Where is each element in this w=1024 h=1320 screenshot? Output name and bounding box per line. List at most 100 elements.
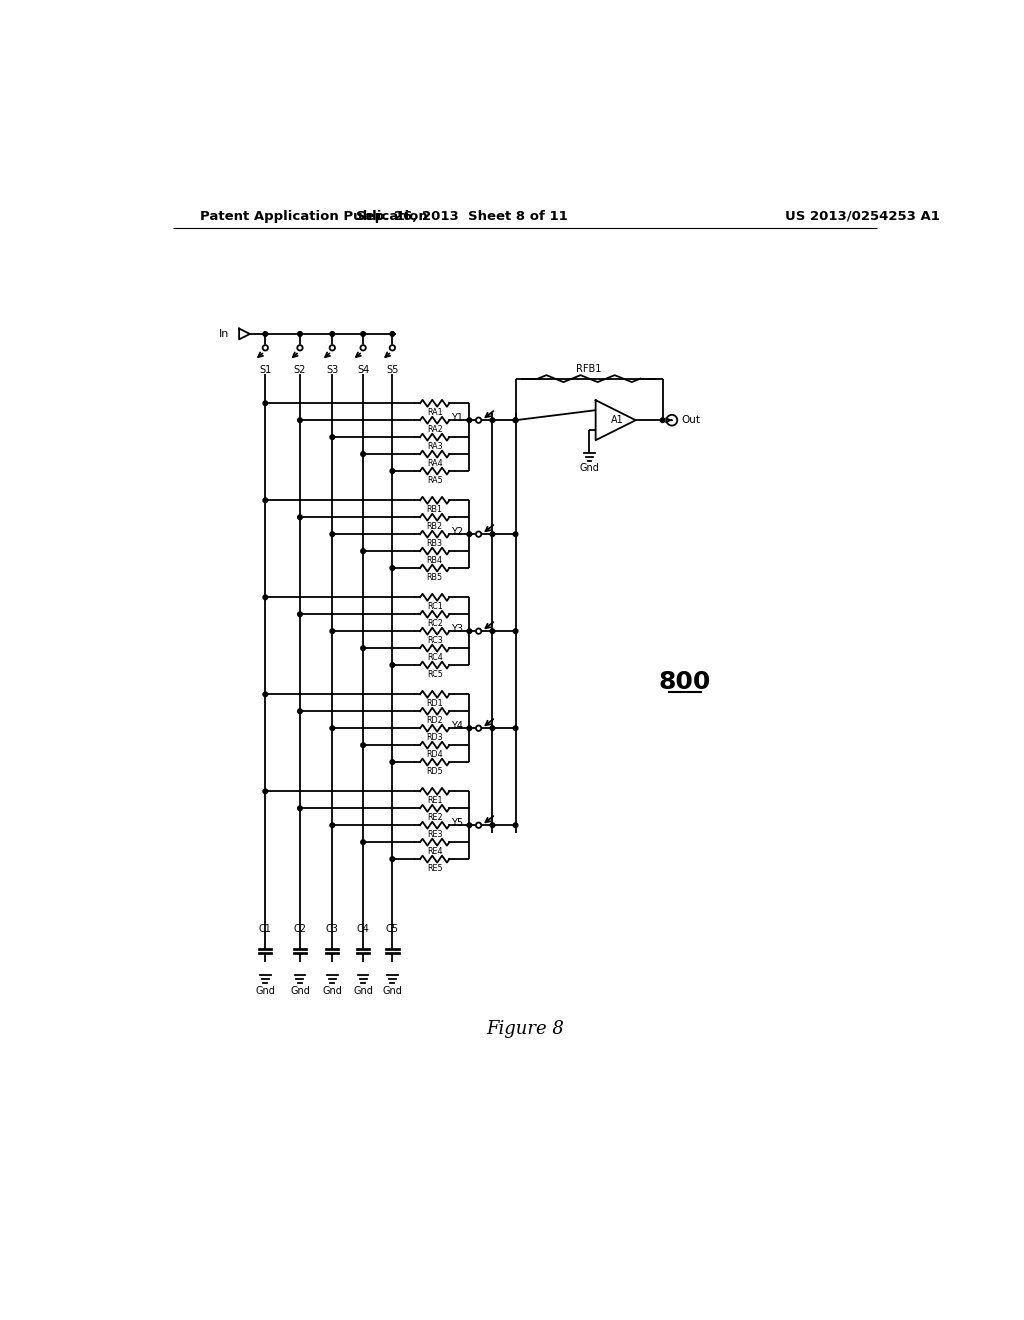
Text: S5: S5 — [386, 364, 398, 375]
Text: S1: S1 — [259, 364, 271, 375]
Circle shape — [298, 331, 302, 337]
Text: S4: S4 — [357, 364, 370, 375]
Text: Y5: Y5 — [452, 818, 463, 828]
Circle shape — [390, 760, 394, 764]
Circle shape — [330, 822, 335, 828]
Text: RD5: RD5 — [426, 767, 443, 776]
Text: Gnd: Gnd — [255, 986, 275, 997]
Text: Sep. 26, 2013  Sheet 8 of 11: Sep. 26, 2013 Sheet 8 of 11 — [355, 210, 567, 223]
Circle shape — [330, 345, 335, 351]
Text: C1: C1 — [259, 924, 271, 933]
Text: RA1: RA1 — [427, 408, 442, 417]
Text: Gnd: Gnd — [353, 986, 373, 997]
Text: 800: 800 — [658, 671, 711, 694]
Circle shape — [360, 645, 366, 651]
Circle shape — [513, 418, 518, 422]
Circle shape — [476, 532, 481, 537]
Text: RC5: RC5 — [427, 669, 442, 678]
Circle shape — [360, 840, 366, 845]
Text: RD4: RD4 — [426, 750, 443, 759]
Circle shape — [330, 331, 335, 337]
Circle shape — [467, 628, 472, 634]
Circle shape — [297, 345, 303, 351]
Circle shape — [330, 628, 335, 634]
Text: RA2: RA2 — [427, 425, 442, 434]
Text: RC1: RC1 — [427, 602, 442, 611]
Text: S2: S2 — [294, 364, 306, 375]
Circle shape — [390, 331, 394, 337]
Circle shape — [513, 628, 518, 634]
Circle shape — [467, 726, 472, 730]
Circle shape — [667, 414, 677, 425]
Circle shape — [330, 726, 335, 730]
Circle shape — [467, 418, 472, 422]
Text: C3: C3 — [326, 924, 339, 933]
Text: RA5: RA5 — [427, 475, 442, 484]
Text: C4: C4 — [356, 924, 370, 933]
Circle shape — [490, 628, 495, 634]
Text: RE2: RE2 — [427, 813, 442, 822]
Circle shape — [263, 401, 267, 405]
Text: Y2: Y2 — [452, 527, 463, 537]
Text: RE4: RE4 — [427, 847, 442, 855]
Circle shape — [513, 532, 518, 536]
Text: RE5: RE5 — [427, 863, 442, 873]
Text: C2: C2 — [294, 924, 306, 933]
Text: Gnd: Gnd — [323, 986, 342, 997]
Circle shape — [360, 451, 366, 457]
Circle shape — [467, 532, 472, 536]
Circle shape — [476, 628, 481, 634]
Text: RD3: RD3 — [426, 733, 443, 742]
Text: Out: Out — [681, 416, 700, 425]
Circle shape — [360, 549, 366, 553]
Circle shape — [298, 709, 302, 714]
Circle shape — [298, 612, 302, 616]
Text: RB1: RB1 — [427, 506, 442, 513]
Text: S3: S3 — [327, 364, 338, 375]
Circle shape — [360, 743, 366, 747]
Text: RB3: RB3 — [427, 539, 442, 548]
Circle shape — [330, 434, 335, 440]
Circle shape — [263, 498, 267, 503]
Circle shape — [513, 418, 518, 422]
Text: Gnd: Gnd — [290, 986, 310, 997]
Circle shape — [513, 726, 518, 730]
Text: Y3: Y3 — [452, 624, 463, 634]
Text: RC4: RC4 — [427, 653, 442, 661]
Text: RE3: RE3 — [427, 830, 442, 840]
Text: RA3: RA3 — [427, 442, 442, 451]
Circle shape — [476, 417, 481, 422]
Circle shape — [360, 331, 366, 337]
Text: RFB1: RFB1 — [577, 363, 602, 374]
Text: Gnd: Gnd — [382, 986, 402, 997]
Text: RC2: RC2 — [427, 619, 442, 628]
Text: RB4: RB4 — [427, 556, 442, 565]
Circle shape — [476, 822, 481, 828]
Text: A1: A1 — [611, 416, 624, 425]
Circle shape — [263, 692, 267, 697]
Text: RD1: RD1 — [426, 700, 443, 708]
Text: US 2013/0254253 A1: US 2013/0254253 A1 — [785, 210, 940, 223]
Text: Patent Application Publication: Patent Application Publication — [200, 210, 428, 223]
Text: In: In — [219, 329, 229, 339]
Text: Figure 8: Figure 8 — [485, 1019, 564, 1038]
Circle shape — [490, 726, 495, 730]
Circle shape — [490, 822, 495, 828]
Circle shape — [390, 345, 395, 351]
Circle shape — [298, 807, 302, 810]
Circle shape — [262, 345, 268, 351]
Circle shape — [298, 418, 302, 422]
Text: RC3: RC3 — [427, 636, 442, 645]
Text: Y4: Y4 — [452, 721, 463, 731]
Circle shape — [390, 857, 394, 862]
Circle shape — [513, 822, 518, 828]
Circle shape — [263, 595, 267, 599]
Circle shape — [490, 418, 495, 422]
Text: RA4: RA4 — [427, 459, 442, 467]
Circle shape — [263, 789, 267, 793]
Circle shape — [330, 532, 335, 536]
Text: RB5: RB5 — [427, 573, 442, 582]
Circle shape — [660, 418, 665, 422]
Circle shape — [390, 469, 394, 474]
Circle shape — [467, 822, 472, 828]
